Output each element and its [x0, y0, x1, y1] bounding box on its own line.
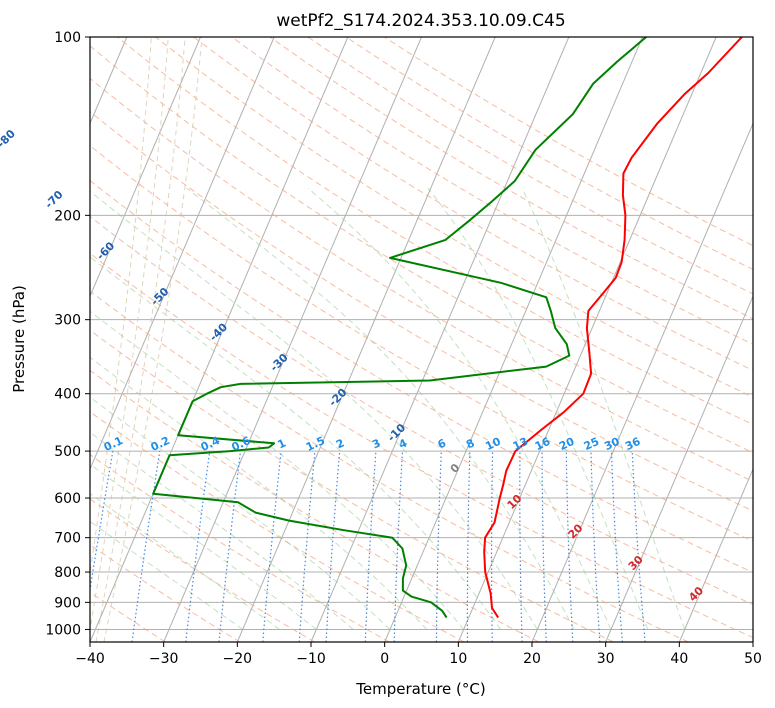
- y-tick-label: 700: [54, 531, 81, 547]
- mixing-ratio-label: 10: [483, 435, 503, 453]
- x-tick-label: 30: [597, 651, 615, 667]
- y-tick-label: 400: [54, 387, 81, 403]
- x-tick-label: 40: [670, 651, 688, 667]
- y-tick-label: 1000: [45, 622, 81, 638]
- mixing-ratio-line: [262, 451, 282, 642]
- background-curve: [95, 37, 186, 642]
- mixing-ratio-label: 36: [623, 435, 643, 453]
- moist-adiabat-line: [90, 431, 354, 630]
- isotherm-gridline: [678, 467, 753, 642]
- y-tick-label: 600: [54, 491, 81, 507]
- y-tick-label: 300: [54, 313, 81, 329]
- y-axis: 100 200 300 400 500 600 700 800 900 1000: [45, 30, 90, 638]
- dry-adiabat-line: [90, 145, 753, 542]
- y-tick-label: 200: [54, 208, 81, 224]
- dry-adiabat-line: [307, 37, 753, 295]
- x-tick-label: −30: [149, 651, 179, 667]
- y-tick-label: 800: [54, 565, 81, 581]
- x-tick-label: −40: [75, 651, 105, 667]
- isotherm-gridline: [90, 37, 201, 298]
- x-tick-label: 50: [744, 651, 762, 667]
- mixing-ratio-line: [218, 451, 242, 642]
- dry-adiabat-line: [90, 454, 390, 642]
- mixing-ratio-line: [90, 450, 114, 594]
- moist-adiabat-line: [90, 256, 501, 630]
- moist-adiabat-line: [90, 356, 428, 630]
- mixing-ratio-label: 16: [533, 435, 553, 453]
- moist-adiabat-line: [90, 463, 317, 630]
- dewpoint-trace: [152, 37, 647, 619]
- isotherm-gridline: [236, 37, 496, 642]
- mixing-ratio-label: 25: [582, 435, 601, 453]
- mixing-ratio-label: 13: [511, 435, 530, 453]
- moist-adiabat-line: [521, 187, 686, 630]
- y-tick-label: 500: [54, 444, 81, 460]
- x-tick-label: 0: [380, 651, 389, 667]
- mixing-ratio-line: [631, 451, 646, 642]
- moist-adiabat-line: [90, 310, 465, 630]
- background-curve: [90, 37, 152, 577]
- dry-adiabat-line: [90, 45, 753, 454]
- mixing-ratio-label: 20: [557, 435, 577, 453]
- isotherm-gridline: [605, 295, 753, 642]
- x-axis: −40 −30 −20 −10 0 10 20 30 40 50: [75, 642, 762, 667]
- mixing-ratio-label: 30: [602, 435, 622, 453]
- x-tick-label: −10: [296, 651, 326, 667]
- moist-adiabat-line: [307, 187, 612, 630]
- dry-adiabat-line: [193, 37, 753, 372]
- chart-title: wetPf2_S174.2024.353.10.09.C45: [276, 11, 565, 31]
- moist-adiabat-line: [90, 520, 243, 630]
- grid-layer: [90, 37, 753, 642]
- isotherm-gridline: [90, 37, 275, 471]
- dry-adiabat-line: [90, 215, 753, 606]
- isotherm-gridline: [90, 37, 349, 642]
- dry-adiabat-line: [90, 252, 753, 639]
- background-curve: [90, 37, 169, 633]
- dry-adiabat-line: [90, 77, 753, 482]
- traces-layer: [152, 37, 743, 619]
- mixing-ratio-line: [185, 451, 211, 642]
- dry-adiabat-line: [90, 179, 753, 573]
- dry-adiabat-line: [90, 329, 614, 642]
- moist-adiabat-line: [186, 187, 575, 630]
- isotherm-gridline: [310, 37, 570, 642]
- background-curve: [103, 37, 203, 642]
- x-tick-label: 10: [449, 651, 467, 667]
- x-tick-label: 20: [523, 651, 541, 667]
- plot-frame: [89, 36, 754, 643]
- moist-adiabat-line: [90, 396, 391, 630]
- moist-adiabat-line: [427, 187, 649, 630]
- x-axis-label: Temperature (°C): [355, 680, 485, 698]
- y-tick-label: 100: [54, 30, 81, 46]
- y-tick-label: 900: [54, 595, 81, 611]
- dry-adiabat-line: [231, 37, 753, 345]
- dry-adiabat-line: [90, 369, 540, 642]
- moist-adiabat-line: [90, 190, 538, 630]
- mixing-ratio-line: [298, 451, 316, 642]
- background-lines-layer: [90, 37, 753, 642]
- dry-adiabat-line: [90, 498, 315, 642]
- isotherm-gridline: [531, 122, 753, 642]
- x-tick-label: −20: [223, 651, 253, 667]
- isotherm-gridline: [384, 37, 643, 642]
- temperature-trace: [483, 37, 743, 619]
- y-axis-label: Pressure (hPa): [10, 285, 28, 393]
- dry-adiabat-line: [90, 110, 753, 512]
